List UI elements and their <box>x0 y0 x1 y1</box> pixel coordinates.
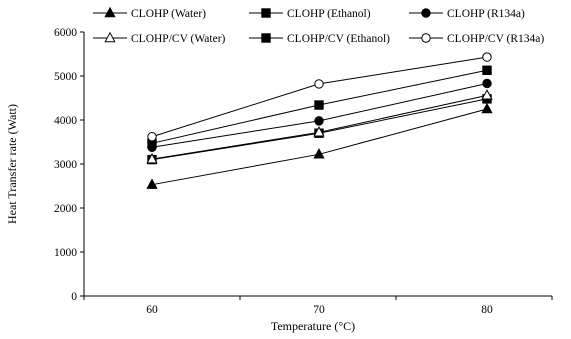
data-point <box>314 100 324 110</box>
data-point <box>482 65 492 75</box>
legend-label: CLOHP (Ethanol) <box>287 8 371 20</box>
x-ticks: 60 70 80 <box>83 296 553 316</box>
series-6 <box>147 52 492 142</box>
y-tick-label: 3000 <box>54 159 77 171</box>
legend-label: CLOHP (R134a) <box>447 8 525 20</box>
y-ticks: 0 1000 2000 3000 4000 5000 6000 <box>54 27 84 303</box>
data-point <box>482 52 492 62</box>
legend-item: CLOHP/CV (Ethanol) <box>249 33 390 45</box>
y-tick-label: 2000 <box>54 203 77 215</box>
y-tick-label: 1000 <box>54 247 77 259</box>
legend-label: CLOHP/CV (Water) <box>131 33 226 45</box>
legend-item: CLOHP (Water) <box>93 6 206 20</box>
data-point <box>146 152 158 164</box>
series-group <box>146 52 493 189</box>
legend-label: CLOHP/CV (Ethanol) <box>287 33 390 45</box>
legend-marker <box>261 8 271 18</box>
data-point <box>146 178 158 189</box>
y-tick-label: 0 <box>71 291 77 303</box>
y-axis-label: Heat Transfer rate (Watt) <box>5 104 19 224</box>
legend-marker <box>104 6 116 18</box>
y-tick-label: 5000 <box>54 71 77 83</box>
data-point <box>313 126 325 137</box>
legend-marker <box>421 8 431 18</box>
x-tick-label: 80 <box>481 304 493 316</box>
series-1 <box>146 102 493 189</box>
legend: CLOHP (Water) CLOHP (Ethanol) CLOHP (R134a… <box>93 6 544 45</box>
y-tick-label: 4000 <box>54 115 77 127</box>
legend-label: CLOHP/CV (R134a) <box>447 33 544 45</box>
y-tick-label: 6000 <box>54 27 77 39</box>
x-tick-label: 70 <box>313 304 325 316</box>
legend-item: CLOHP (R134a) <box>409 8 525 20</box>
x-axis-label: Temperature (°C) <box>271 319 355 333</box>
data-point <box>481 102 493 114</box>
legend-marker <box>104 31 116 43</box>
legend-item: CLOHP/CV (R134a) <box>409 33 544 45</box>
series-4 <box>146 89 493 164</box>
data-point <box>313 148 325 159</box>
legend-label: CLOHP (Water) <box>131 8 206 20</box>
series-3 <box>147 78 492 152</box>
plot-area: 0 1000 2000 3000 4000 5000 6000 60 70 80 <box>54 27 553 316</box>
legend-marker <box>261 33 271 43</box>
data-point <box>147 132 157 142</box>
legend-item: CLOHP/CV (Water) <box>93 31 226 45</box>
x-tick-label: 60 <box>146 304 158 316</box>
data-point <box>481 89 493 100</box>
data-point <box>314 79 324 89</box>
data-point <box>314 116 324 126</box>
legend-item: CLOHP (Ethanol) <box>249 8 371 20</box>
legend-marker <box>421 33 431 43</box>
data-point <box>482 78 492 89</box>
